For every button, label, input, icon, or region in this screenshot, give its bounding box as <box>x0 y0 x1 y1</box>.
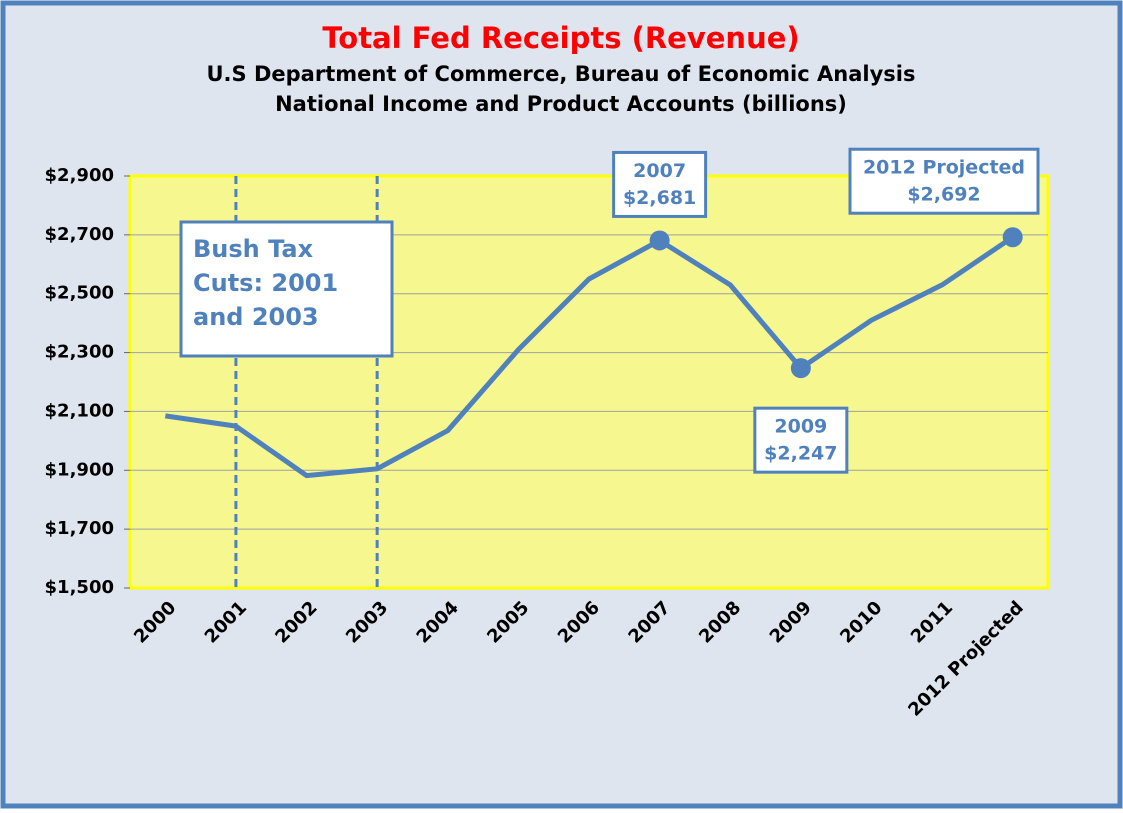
label-category: 2007 <box>633 160 686 182</box>
label-box <box>848 147 1040 215</box>
chart-title: Total Fed Receipts (Revenue) <box>322 21 799 55</box>
annotation-text: and 2003 <box>193 303 319 331</box>
y-tick-label: $2,100 <box>45 400 114 421</box>
label-box <box>612 150 708 218</box>
data-point <box>1002 227 1023 248</box>
y-tick-label: $2,300 <box>45 342 114 363</box>
y-tick-label: $2,900 <box>45 165 114 186</box>
value-label: $2,247 <box>764 443 837 465</box>
y-tick-label: $2,500 <box>45 283 114 304</box>
annotation-text: Cuts: 2001 <box>193 269 338 297</box>
label-category: 2009 <box>774 416 827 438</box>
label-box <box>753 406 849 474</box>
y-tick-label: $1,500 <box>45 577 114 598</box>
annotation-box <box>179 220 394 358</box>
value-label: $2,681 <box>623 187 696 209</box>
y-tick-label: $1,900 <box>45 459 114 480</box>
y-tick-label: $1,700 <box>45 518 114 539</box>
data-point <box>790 358 811 379</box>
chart-subtitle: U.S Department of Commerce, Bureau of Ec… <box>207 62 916 86</box>
value-label: $2,692 <box>907 184 980 206</box>
y-tick-label: $2,700 <box>45 224 114 245</box>
data-line <box>164 235 1015 479</box>
chart-subtitle: National Income and Product Accounts (bi… <box>275 92 847 116</box>
data-point <box>649 230 670 251</box>
label-category: 2012 Projected <box>863 157 1025 179</box>
annotation-text: Bush Tax <box>193 235 314 263</box>
